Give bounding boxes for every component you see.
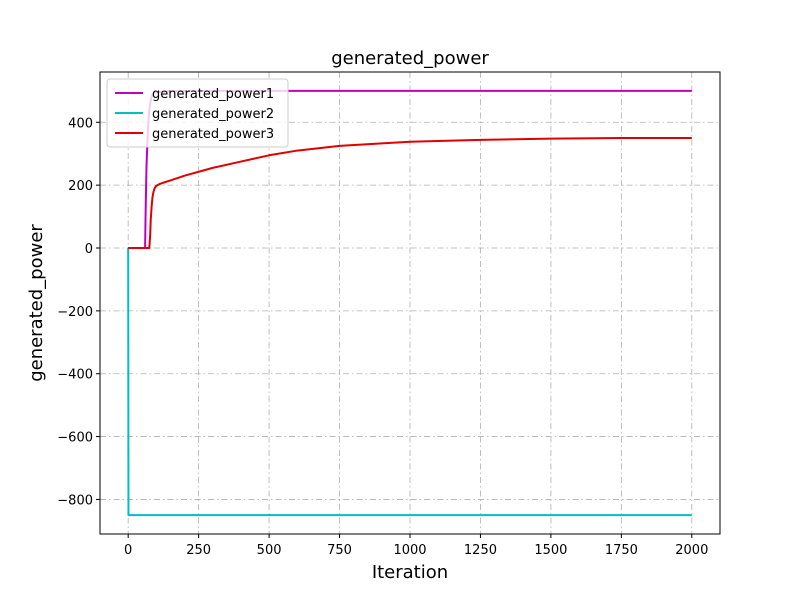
legend: generated_power1 generated_power2 generate…	[106, 78, 289, 148]
chart-title: generated_power	[331, 48, 489, 69]
series-line-2	[127, 247, 692, 517]
legend-label-3: generated_power3	[152, 127, 274, 142]
y-tick-label: 200	[68, 179, 93, 194]
grid	[100, 72, 720, 534]
axis-ticks: 0 250 500 750 1000 1250 1500 1750 2000−800−600−4…	[57, 116, 708, 558]
y-tick-label: 0	[85, 242, 93, 257]
x-tick-label: 1500	[534, 543, 567, 558]
x-tick-label: 2000	[675, 543, 708, 558]
legend-box	[106, 78, 289, 148]
x-tick-label: 500	[257, 543, 282, 558]
x-tick-label: 750	[327, 543, 352, 558]
y-axis-title: generated_power	[26, 224, 47, 382]
y-tick-label: −800	[57, 493, 93, 508]
legend-label-1: generated_power1	[152, 87, 274, 102]
x-tick-label: 1750	[605, 543, 638, 558]
x-tick-label: 1000	[393, 543, 426, 558]
y-tick-label: 400	[68, 116, 93, 131]
x-tick-label: 0	[124, 543, 132, 558]
x-axis-title: Iteration	[372, 562, 448, 583]
x-tick-label: 250	[186, 543, 211, 558]
y-tick-label: −600	[57, 431, 93, 446]
y-tick-label: −200	[57, 305, 93, 320]
series-line-3	[128, 137, 692, 249]
x-tick-label: 1250	[464, 543, 497, 558]
legend-label-2: generated_power2	[152, 107, 274, 122]
y-tick-label: −400	[57, 368, 93, 383]
